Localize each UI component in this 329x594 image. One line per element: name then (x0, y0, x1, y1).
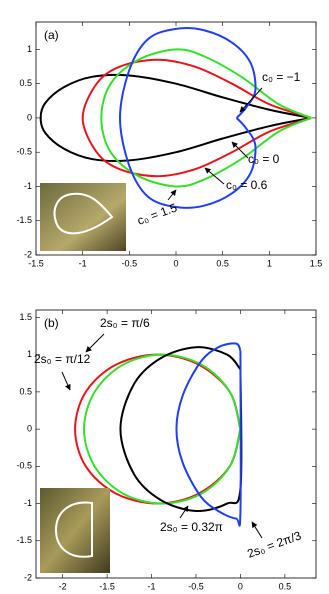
annotation: c₀ = −1 (262, 70, 301, 84)
y-tick-label: -1.5 (16, 215, 32, 225)
annotation: c₀ = 0 (248, 152, 280, 166)
x-tick-label: 0 (238, 581, 243, 591)
x-tick-label: -0.5 (188, 581, 204, 591)
y-tick-label: 0 (27, 112, 32, 122)
curve (118, 27, 257, 209)
inset-photo-b (40, 488, 110, 573)
annotation: 2s₀ = 0.32π (160, 520, 223, 534)
x-tick-label: 0.5 (216, 258, 229, 268)
plot-frame (35, 309, 317, 579)
y-tick-label: -1 (24, 498, 32, 508)
y-tick-label: 0 (27, 423, 32, 433)
arrow (179, 505, 189, 519)
panel-a: -1.5 -1 -0.5 0 0.5 1 1.5-2-1.5-1-0.500.51(a) (16, 21, 323, 268)
arrow (167, 189, 177, 201)
y-tick-label: -2 (24, 572, 32, 582)
x-tick-label: -1 (148, 581, 156, 591)
arrow (251, 521, 263, 539)
curve (82, 353, 242, 505)
annotation: 2s₀ = π/6 (100, 316, 150, 330)
x-tick-label: -1 (79, 258, 87, 268)
x-tick-label: -1.5 (99, 581, 115, 591)
curve (81, 58, 312, 178)
curve (100, 48, 312, 188)
y-tick-label: -2 (24, 249, 32, 259)
curve (175, 342, 242, 527)
inset-photo-a (40, 183, 126, 251)
curve (39, 73, 312, 163)
y-tick-label: 1 (27, 349, 32, 359)
arrow (85, 333, 105, 353)
annotation: 2s₀ = 2π/3 (245, 528, 303, 561)
y-tick-label: 0.5 (19, 386, 32, 396)
x-tick-label: 0.5 (279, 581, 292, 591)
x-tick-label: 1.5 (310, 258, 323, 268)
x-tick-label: -0.5 (122, 258, 138, 268)
arrow (61, 371, 71, 391)
x-tick-label: -2 (59, 581, 67, 591)
annotation: c₀ = 1.5 (135, 200, 179, 227)
arrow (204, 167, 225, 185)
annotation: c₀ = 0.6 (226, 178, 268, 192)
annotation: 2s₀ = π/12 (34, 352, 91, 366)
panel-label: (a) (44, 28, 59, 42)
y-tick-label: -0.5 (16, 147, 32, 157)
curve (119, 346, 243, 513)
y-tick-label: -1 (24, 181, 32, 191)
y-tick-label: 1 (27, 44, 32, 54)
y-tick-label: 0.5 (19, 78, 32, 88)
y-tick-label: -1.5 (16, 535, 32, 545)
arrow (239, 87, 263, 113)
y-tick-label: -0.5 (16, 461, 32, 471)
panel-b: -2 -1.5 -1 -0.5 0 0.5 -2 -1.5 -1 -0.5 0 0.5 1 1.5 (b) (16, 309, 317, 591)
panel-label: (b) (44, 316, 59, 330)
curve (74, 353, 242, 505)
y-tick-label: 1.5 (19, 312, 32, 322)
x-tick-label: 0 (173, 258, 178, 268)
arrow (231, 141, 249, 159)
x-tick-label: -1.5 (28, 258, 44, 268)
x-tick-label: 1 (267, 258, 272, 268)
